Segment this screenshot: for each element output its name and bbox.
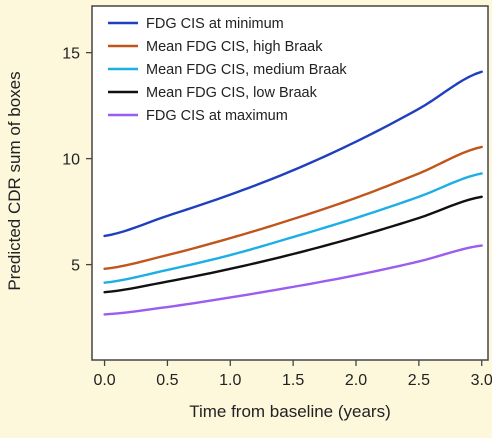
x-tick-label: 0.5 — [156, 372, 178, 389]
legend-label: Mean FDG CIS, high Braak — [146, 39, 323, 55]
legend-label: FDG CIS at maximum — [146, 108, 288, 124]
y-axis-title: Predicted CDR sum of boxes — [5, 71, 24, 290]
series-line-4 — [103, 195, 483, 294]
x-tick-label: 2.0 — [345, 372, 367, 389]
series-line-2 — [103, 145, 483, 271]
x-axis: 0.0 0.5 1.0 1.5 2.0 2.5 3.0 — [93, 360, 492, 389]
series-line-3 — [103, 172, 483, 284]
series-layer — [103, 70, 483, 316]
y-tick-label: 15 — [62, 46, 80, 63]
x-tick-label: 3.0 — [471, 372, 492, 389]
series-line-1 — [103, 70, 483, 238]
x-tick-label: 0.0 — [93, 372, 115, 389]
y-tick-label: 10 — [62, 152, 80, 169]
x-axis-title: Time from baseline (years) — [189, 402, 391, 421]
legend-label: FDG CIS at minimum — [146, 16, 284, 32]
x-tick-label: 1.5 — [282, 372, 304, 389]
legend-label: Mean FDG CIS, medium Braak — [146, 62, 347, 78]
series-line-5 — [103, 244, 483, 316]
y-axis: 5 10 15 — [62, 46, 92, 275]
legend-label: Mean FDG CIS, low Braak — [146, 85, 318, 101]
legend: FDG CIS at minimum Mean FDG CIS, high Bra… — [108, 16, 347, 124]
x-tick-label: 1.0 — [219, 372, 241, 389]
plot-background — [92, 6, 488, 360]
plot-frame — [91, 5, 489, 361]
x-tick-label: 2.5 — [408, 372, 430, 389]
y-tick-label: 5 — [71, 258, 80, 275]
